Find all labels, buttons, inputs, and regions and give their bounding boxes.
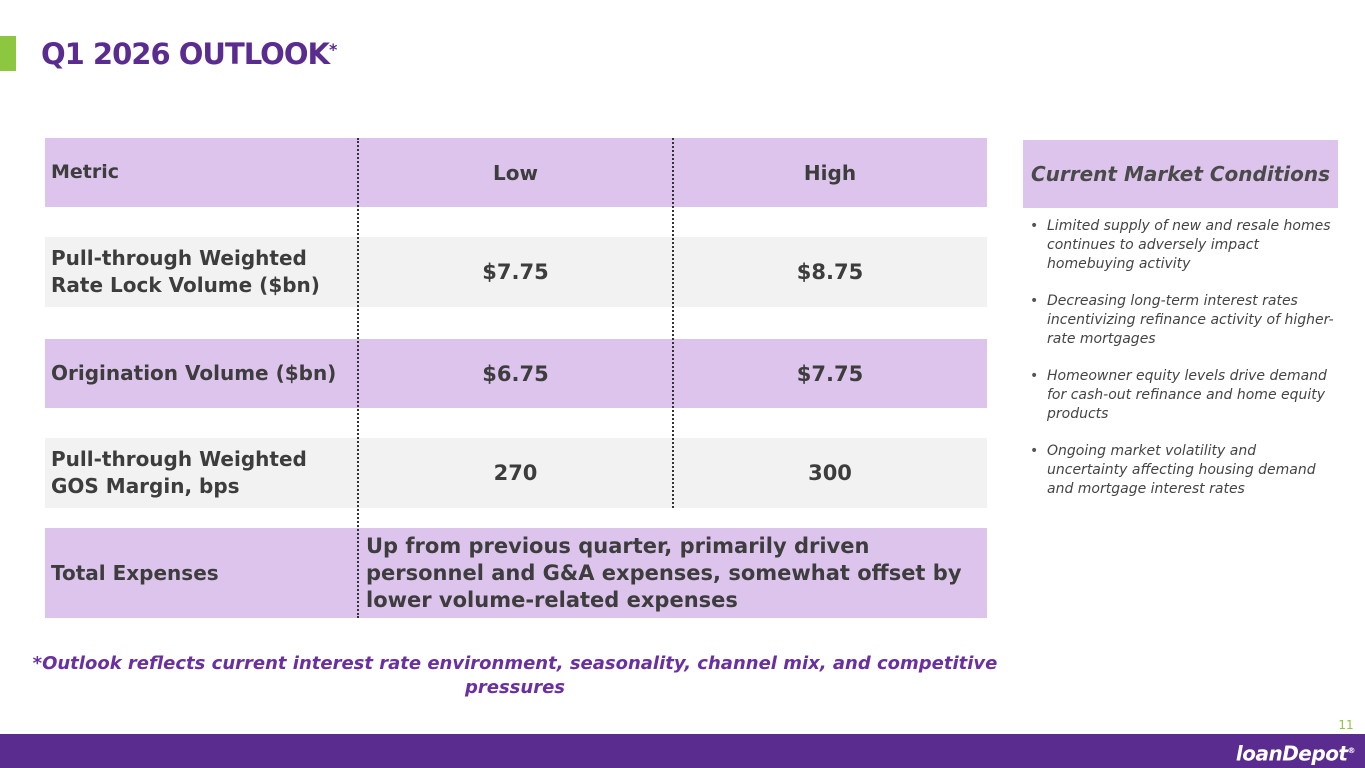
title-accent-bar [0, 36, 16, 71]
footer-bar: loanDepot® [0, 734, 1365, 768]
expenses-description: Up from previous quarter, primarily driv… [366, 533, 962, 612]
loandepot-logo: loanDepot® [1235, 738, 1356, 767]
market-conditions-list: • Limited supply of new and resale homes … [1030, 217, 1335, 517]
row-metric-label: Pull-through Weighted GOS Margin, bps [51, 447, 307, 498]
page-title-text: Q1 2026 OUTLOOK [41, 37, 330, 71]
bullet-glyph: • [1030, 443, 1039, 459]
row-low-value: 270 [493, 461, 538, 485]
table-row: Origination Volume ($bn) $6.75 $7.75 [45, 339, 987, 408]
list-item-text: Ongoing market volatility and uncertaint… [1047, 443, 1316, 497]
bullet-glyph: • [1030, 368, 1039, 384]
row-metric-label: Origination Volume ($bn) [51, 361, 337, 385]
table-header-row: Metric Low High [45, 138, 987, 207]
header-metric: Metric [51, 161, 120, 183]
table-row-expenses: Total Expenses Up from previous quarter,… [45, 528, 987, 618]
expenses-label: Total Expenses [51, 560, 219, 585]
list-item-text: Limited supply of new and resale homes c… [1047, 218, 1331, 272]
market-conditions-title: Current Market Conditions [1023, 140, 1338, 208]
table-row: Pull-through Weighted Rate Lock Volume (… [45, 237, 987, 307]
list-item-text: Homeowner equity levels drive demand for… [1047, 368, 1327, 422]
outlook-table: Metric Low High Pull-through Weighted Ra… [45, 138, 987, 620]
row-high-value: $8.75 [796, 260, 864, 284]
page-title: Q1 2026 OUTLOOK* [41, 36, 337, 72]
list-item: • Homeowner equity levels drive demand fo… [1030, 367, 1335, 424]
row-high-value: 300 [808, 461, 852, 485]
column-divider-low [357, 138, 359, 618]
outlook-footnote: *Outlook reflects current interest rate … [32, 653, 998, 698]
row-high-value: $7.75 [796, 361, 864, 386]
row-metric-label: Pull-through Weighted Rate Lock Volume (… [51, 246, 320, 297]
list-item: • Ongoing market volatility and uncertain… [1030, 442, 1335, 499]
list-item-text: Decreasing long-term interest rates ince… [1047, 293, 1334, 347]
row-low-value: $7.75 [482, 260, 549, 284]
logo-registered-mark: ® [1347, 746, 1356, 755]
list-item: • Decreasing long-term interest rates inc… [1030, 292, 1335, 349]
header-high: High [803, 160, 857, 185]
title-footnote-mark: * [328, 40, 337, 59]
row-low-value: $6.75 [482, 361, 549, 386]
header-low: Low [493, 160, 538, 185]
list-item: • Limited supply of new and resale homes … [1030, 217, 1335, 274]
table-row: Pull-through Weighted GOS Margin, bps 27… [45, 438, 987, 508]
page-number: 11 [1338, 718, 1354, 732]
logo-text: loanDepot [1235, 741, 1348, 766]
column-divider-high [672, 138, 674, 508]
bullet-glyph: • [1030, 218, 1039, 234]
bullet-glyph: • [1030, 293, 1039, 309]
